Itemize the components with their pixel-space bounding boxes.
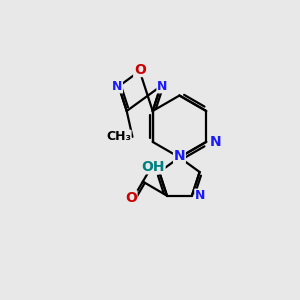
Text: N: N <box>112 80 122 93</box>
Text: N: N <box>157 80 167 93</box>
Text: OH: OH <box>142 160 165 174</box>
Text: N: N <box>195 189 205 202</box>
Text: O: O <box>125 191 137 205</box>
Text: O: O <box>134 63 146 76</box>
Text: CH₃: CH₃ <box>106 130 131 143</box>
Text: N: N <box>210 135 221 149</box>
Text: N: N <box>174 149 185 163</box>
